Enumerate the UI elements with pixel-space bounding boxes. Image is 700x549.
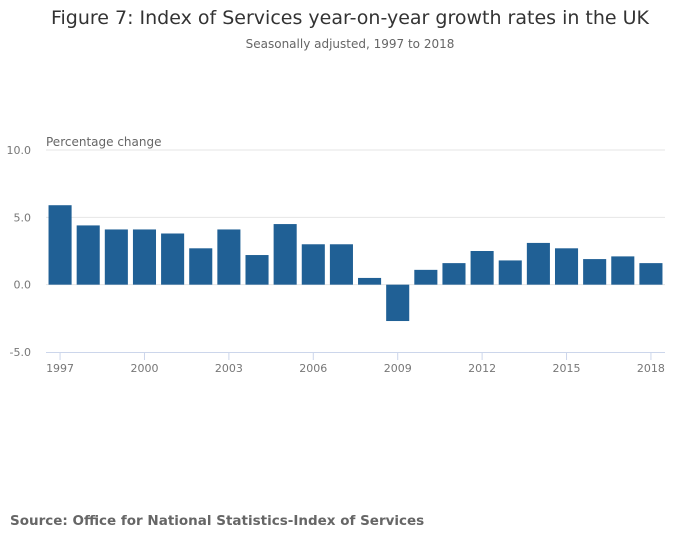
- bar-2016: [583, 259, 607, 285]
- y-tick-label: 0.0: [14, 279, 32, 292]
- x-tick-label: 2012: [468, 362, 496, 375]
- x-tick-label: 2009: [384, 362, 412, 375]
- x-tick-label: 2015: [553, 362, 581, 375]
- bar-1997: [48, 205, 72, 285]
- y-tick-label: 5.0: [14, 211, 32, 224]
- bar-2010: [414, 269, 438, 285]
- bar-2007: [329, 244, 353, 285]
- bar-2004: [245, 255, 269, 285]
- bar-chart: Percentage change 10.0 5.0 0.0 -5.0 1997 2000 2…: [7, 135, 665, 375]
- bar-2002: [189, 248, 213, 285]
- bar-1998: [76, 225, 100, 285]
- bar-2000: [132, 229, 157, 285]
- y-tick-label: -5.0: [10, 346, 31, 359]
- bar-2009: [386, 284, 410, 322]
- bar-2003: [217, 229, 241, 285]
- y-tick-label: 10.0: [7, 144, 32, 157]
- bar-2012: [470, 251, 494, 285]
- source-note: Source: Office for National Statistics-I…: [10, 513, 425, 529]
- bar-2014: [526, 242, 550, 285]
- x-tick-label: 1997: [46, 362, 74, 375]
- x-tick-label: 2018: [637, 362, 665, 375]
- bar-2018: [639, 263, 663, 285]
- chart-subtitle: Seasonally adjusted, 1997 to 2018: [245, 37, 455, 51]
- y-axis-label: Percentage change: [46, 135, 161, 149]
- bar-1999: [104, 229, 128, 285]
- x-tick-label: 2000: [130, 362, 158, 375]
- bar-2006: [301, 244, 325, 285]
- bar-2008: [358, 277, 382, 285]
- x-tick-label: 2006: [299, 362, 327, 375]
- bar-2017: [611, 256, 635, 285]
- chart-title: Figure 7: Index of Services year-on-year…: [50, 7, 650, 29]
- x-tick-label: 2003: [215, 362, 243, 375]
- bar-2011: [442, 263, 466, 285]
- bar-2001: [161, 233, 185, 285]
- bar-2015: [554, 248, 579, 285]
- bar-2013: [498, 260, 522, 285]
- bar-2005: [273, 224, 297, 285]
